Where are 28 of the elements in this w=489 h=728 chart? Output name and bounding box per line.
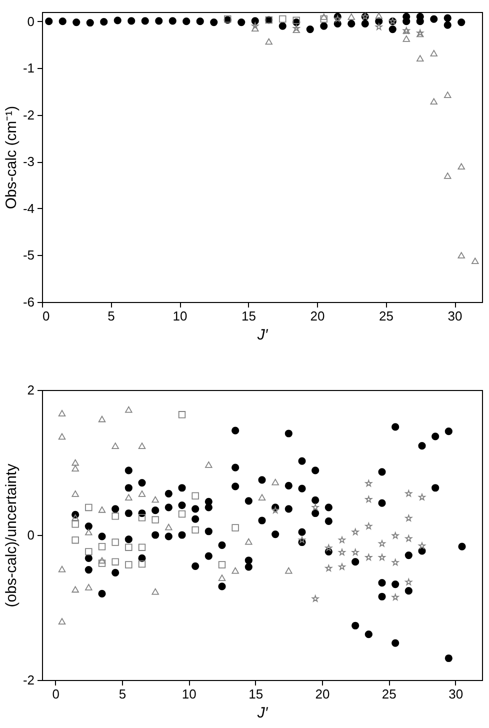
- x-tick-label: 30: [448, 308, 462, 324]
- y-tick-label: -3: [22, 154, 34, 170]
- x-tick-label: 10: [172, 308, 188, 324]
- x-tick-label: 5: [108, 308, 115, 324]
- x-tick-label: 20: [310, 308, 325, 324]
- y-tick-label: -5: [22, 248, 34, 263]
- y-tick-label: 0: [27, 528, 34, 542]
- x-tick-label: 25: [382, 686, 396, 702]
- y-tick-label: -1: [22, 60, 34, 76]
- x-tick-label: 0: [52, 686, 60, 702]
- y-tick-label: -2: [22, 107, 34, 122]
- y-tick-label: 2: [27, 382, 34, 398]
- y-tick-label: -2: [22, 672, 34, 688]
- y-tick-label: 0: [27, 14, 34, 29]
- x-tick-label: 20: [315, 686, 330, 702]
- x-axis-title: J′: [256, 704, 269, 722]
- y-axis-title: (obs-calc)/uncertainty: [2, 463, 20, 608]
- y-axis-title: Obs-calc (cm⁻¹): [2, 106, 20, 210]
- x-tick-label: 30: [448, 686, 464, 702]
- x-tick-label: 0: [42, 308, 50, 324]
- x-tick-label: 5: [118, 686, 126, 702]
- y-tick-label: -6: [22, 294, 34, 310]
- x-tick-label: 10: [182, 686, 196, 702]
- x-axis-title: J′: [256, 326, 269, 344]
- x-tick-label: 15: [242, 308, 256, 324]
- y-tick-label: -4: [22, 200, 34, 216]
- x-tick-label: 25: [379, 308, 394, 324]
- x-tick-label: 15: [248, 686, 264, 702]
